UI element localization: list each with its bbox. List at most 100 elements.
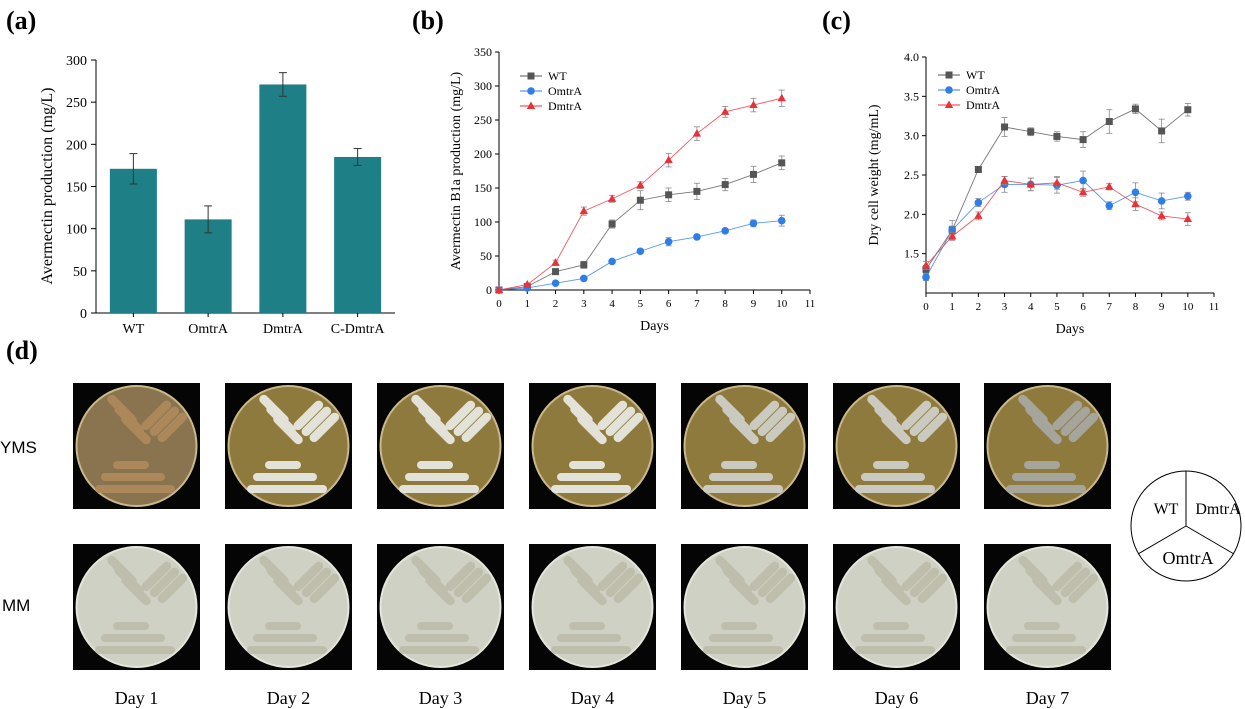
- data-point: [636, 180, 645, 189]
- day-label-5: Day 5: [722, 688, 767, 708]
- x-tick-label: 4: [1028, 301, 1034, 313]
- streak-wt: [273, 414, 303, 445]
- data-point: [1105, 182, 1114, 190]
- plate-photo-yms-day5: [681, 383, 808, 509]
- streak-dmtra: [309, 573, 340, 604]
- streak-omtra: [709, 473, 773, 481]
- streak-wt: [1032, 575, 1062, 606]
- streak-wt: [881, 414, 911, 445]
- data-point: [1026, 179, 1035, 188]
- x-tick-label: 8: [1133, 301, 1139, 313]
- streak-dmtra: [141, 561, 172, 592]
- streak-omtra: [1006, 646, 1086, 654]
- data-point: [974, 165, 982, 173]
- x-axis-title: Days: [640, 319, 669, 334]
- data-point: [777, 93, 786, 102]
- streak-omtra: [873, 622, 909, 630]
- day-label-6: Day 6: [874, 688, 919, 708]
- x-tick-label: 3: [1002, 301, 1008, 313]
- plate-drawing: [986, 546, 1109, 668]
- data-point: [947, 231, 957, 240]
- data-point: [1157, 211, 1166, 219]
- streak-wt: [1032, 414, 1062, 445]
- plate-key-label-wt: WT: [1154, 501, 1179, 518]
- colony-streaks: [399, 394, 492, 493]
- x-tick-label: 7: [694, 298, 700, 310]
- plate-layout-key: WT DmtrA OmtrA: [1130, 470, 1242, 582]
- bar-chart-avermectin: 0 50 100 150 200 250 300 WT OmtrA DmtrA C-DmtrA Ave…: [39, 54, 395, 337]
- streak-omtra: [1006, 485, 1086, 493]
- streak-wt: [577, 575, 607, 606]
- y-tick-label: 50: [480, 249, 492, 263]
- streak-omtra: [557, 634, 621, 642]
- data-point: [494, 285, 504, 293]
- streak-dmtra: [293, 561, 324, 592]
- y-tick-label: 250: [66, 96, 87, 111]
- petri-rim: [75, 385, 198, 507]
- streak-dmtra: [597, 561, 628, 592]
- streak-omtra: [399, 646, 479, 654]
- legend-label: WT: [548, 69, 567, 83]
- data-point: [974, 198, 983, 207]
- legend-marker: [945, 86, 953, 94]
- streak-dmtra: [301, 406, 332, 437]
- data-point: [721, 227, 729, 235]
- petri-rim: [227, 385, 350, 507]
- plate-photo-mm-day3: [377, 544, 504, 670]
- data-point: [579, 206, 589, 215]
- data-point: [608, 257, 616, 266]
- plate-drawing: [835, 546, 958, 668]
- streak-omtra: [709, 634, 773, 642]
- colony-streaks: [95, 394, 188, 493]
- bar: [109, 168, 157, 313]
- x-tick-label: 5: [1054, 301, 1060, 313]
- streak-dmtra: [605, 406, 636, 437]
- streak-dmtra: [757, 567, 788, 598]
- data-point: [551, 258, 560, 266]
- x-tick-label: 3: [581, 298, 587, 310]
- streak-omtra: [1012, 473, 1076, 481]
- streak-omtra: [569, 461, 605, 469]
- y-tick-label: 300: [66, 54, 87, 69]
- data-point: [1027, 128, 1035, 136]
- line-chart-dry-cell-weight: 1.5 2.0 2.5 3.0 3.5 4.0 0 1 2 3 4 5 6 7 8 9 10 11 Days Dry …: [867, 50, 1220, 337]
- row-label-yms: YMS: [0, 438, 37, 457]
- streak-dmtra: [765, 412, 796, 443]
- panel-label-a: (a): [6, 6, 37, 35]
- y-axis-title: Avermectin production (mg/L): [39, 88, 56, 285]
- x-tick-label: 1: [525, 298, 531, 310]
- colony-streaks: [551, 555, 644, 654]
- y-tick-label: 200: [474, 147, 492, 161]
- streak-dmtra: [901, 561, 932, 592]
- panel-label-c: (c): [822, 6, 851, 35]
- y-tick-label: 2.0: [904, 207, 919, 221]
- x-tick-label: 6: [1080, 301, 1086, 313]
- petri-rim: [531, 546, 654, 668]
- streak-dmtra: [293, 400, 324, 431]
- legend-marker: [527, 72, 535, 80]
- data-point: [552, 268, 560, 276]
- petri-rim: [379, 385, 502, 507]
- streak-dmtra: [461, 412, 492, 443]
- data-point: [922, 273, 930, 282]
- petri-rim: [986, 546, 1109, 668]
- petri-rim: [379, 546, 502, 668]
- streak-dmtra: [901, 400, 932, 431]
- colony-streaks: [855, 555, 948, 654]
- data-point: [636, 196, 644, 204]
- streak-omtra: [265, 461, 301, 469]
- streak-dmtra: [309, 412, 340, 443]
- day-label-3: Day 3: [418, 688, 463, 708]
- data-point: [1184, 192, 1192, 201]
- data-point: [608, 220, 616, 228]
- plate-key-divider-3: [1185, 525, 1235, 555]
- plate-drawing: [75, 385, 198, 507]
- data-point: [778, 159, 786, 167]
- y-tick-label: 150: [474, 181, 492, 195]
- x-tick-label: 11: [1209, 301, 1220, 313]
- data-point: [580, 261, 588, 269]
- x-tick-label: 0: [496, 298, 502, 310]
- data-point: [607, 194, 617, 202]
- streak-dmtra: [605, 567, 636, 598]
- y-tick-label: 300: [474, 79, 492, 93]
